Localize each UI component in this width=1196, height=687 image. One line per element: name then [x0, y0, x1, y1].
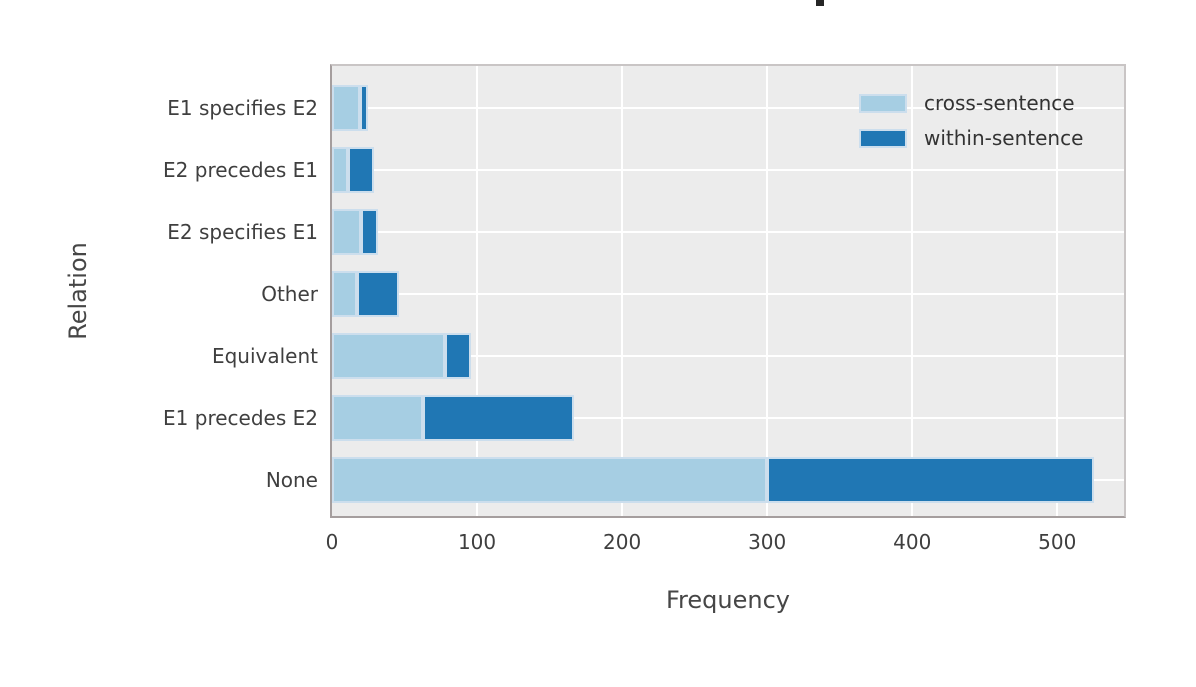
- legend-item-within-sentence: within-sentence: [859, 126, 1083, 150]
- bar-within-sentence-0: [359, 85, 369, 131]
- bar-cross-sentence-5: [332, 395, 424, 441]
- x-axis-label: Frequency: [666, 586, 790, 614]
- gridline-y-0: [332, 107, 1124, 109]
- x-tick-400: 400: [893, 530, 932, 554]
- y-tick-3: Other: [261, 282, 318, 306]
- bar-cross-sentence-0: [332, 85, 360, 131]
- gridline-y-1: [332, 169, 1124, 171]
- x-tick-200: 200: [603, 530, 642, 554]
- bar-cross-sentence-6: [332, 457, 768, 503]
- y-tick-4: Equivalent: [211, 344, 318, 368]
- y-tick-2: E2 specifies E1: [167, 220, 318, 244]
- legend-item-cross-sentence: cross-sentence: [859, 91, 1075, 115]
- y-tick-5: E1 precedes E2: [163, 406, 318, 430]
- bar-within-sentence-2: [361, 209, 379, 255]
- x-tick-300: 300: [748, 530, 787, 554]
- bar-within-sentence-1: [347, 147, 375, 193]
- gridline-x-300: [766, 66, 769, 516]
- gridline-y-2: [332, 231, 1124, 233]
- bar-cross-sentence-1: [332, 147, 348, 193]
- bar-within-sentence-5: [423, 395, 575, 441]
- gridline-x-100: [476, 66, 479, 516]
- bar-within-sentence-6: [767, 457, 1094, 503]
- gridline-x-400: [911, 66, 914, 516]
- bar-within-sentence-3: [356, 271, 399, 317]
- y-tick-6: None: [265, 468, 318, 492]
- y-tick-0: E1 specifies E2: [167, 96, 318, 120]
- bar-cross-sentence-2: [332, 209, 361, 255]
- legend-swatch-within-sentence: [859, 128, 907, 148]
- gridline-y-5: [332, 417, 1124, 419]
- x-tick-100: 100: [457, 530, 497, 554]
- bar-cross-sentence-3: [332, 271, 357, 317]
- legend-label-cross-sentence: cross-sentence: [924, 91, 1075, 115]
- legend-label-within-sentence: within-sentence: [924, 126, 1084, 150]
- bar-cross-sentence-4: [332, 333, 446, 379]
- plot-area: cross-sentence within-sentence: [330, 64, 1126, 518]
- x-tick-500: 500: [1038, 530, 1077, 554]
- legend-swatch-cross-sentence: [859, 93, 907, 113]
- gridline-y-4: [332, 355, 1124, 357]
- cropped-title-remnant: [816, 0, 824, 6]
- gridline-y-3: [332, 293, 1124, 295]
- gridline-x-500: [1056, 66, 1059, 516]
- gridline-x-200: [621, 66, 624, 516]
- y-tick-1: E2 precedes E1: [163, 158, 318, 182]
- x-tick-0: 0: [325, 530, 339, 554]
- bar-within-sentence-4: [445, 333, 472, 379]
